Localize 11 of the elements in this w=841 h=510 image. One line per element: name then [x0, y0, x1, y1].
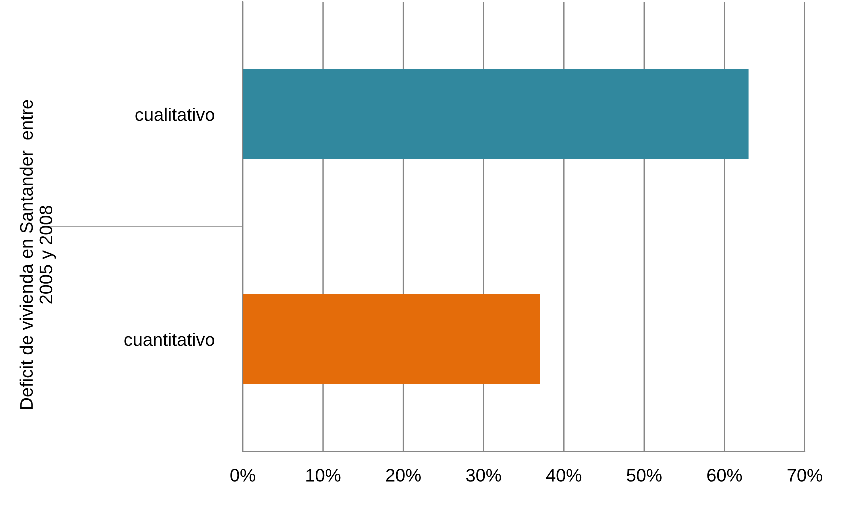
x-tick-label: 50% [627, 469, 662, 482]
y-tick-label: cuantitativo [124, 332, 214, 346]
y-tick-label: cualitativo [136, 108, 214, 122]
x-tick-label: 60% [708, 469, 742, 482]
x-tick-label: 40% [546, 469, 582, 482]
x-tick-label: 20% [386, 469, 421, 482]
y-axis-title: Deficit de vivienda en Santander entre 2005 y 2008 [20, 100, 56, 410]
x-tick-label: 70% [788, 469, 822, 482]
x-tick-label: 30% [466, 469, 502, 482]
x-tick-label: 10% [306, 469, 341, 482]
x-tick-label: 0% [230, 469, 256, 482]
